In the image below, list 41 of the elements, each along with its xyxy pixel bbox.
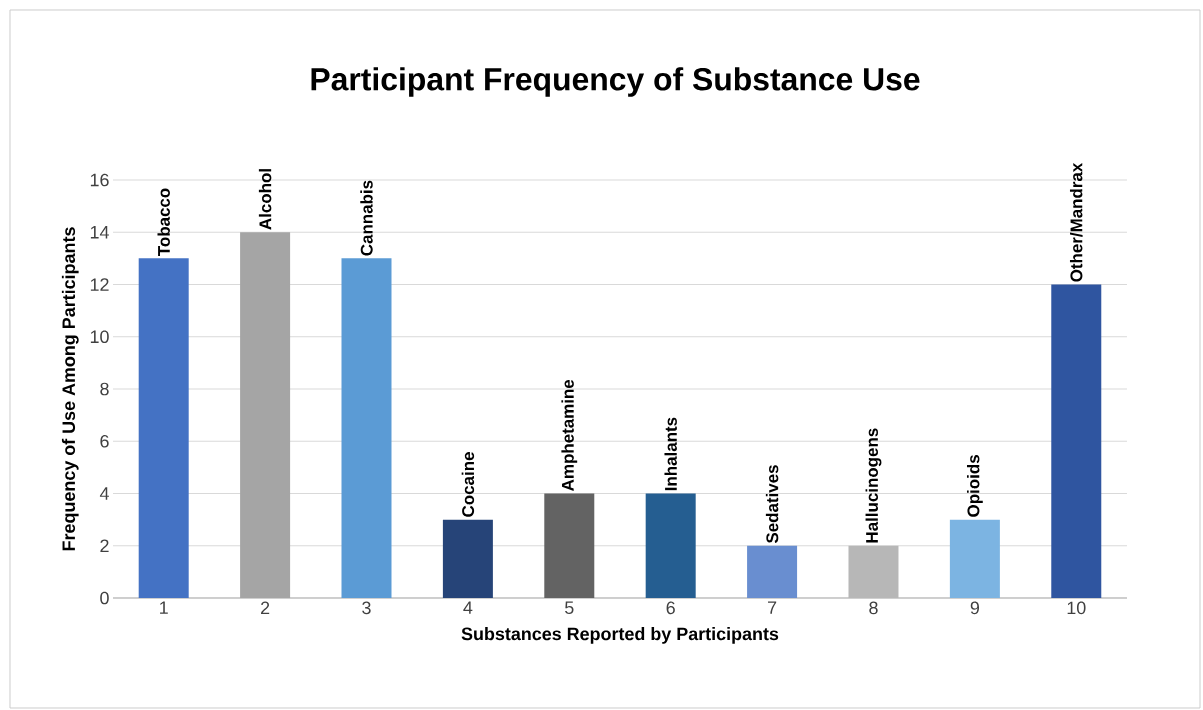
bar xyxy=(949,519,1000,598)
x-tick-label: 7 xyxy=(768,601,777,614)
y-tick-label: 12 xyxy=(90,278,109,291)
bar xyxy=(747,545,798,598)
y-axis-title: Frequency of Use Among Participants xyxy=(61,227,79,551)
x-tick-label: 4 xyxy=(463,601,473,614)
annotation: Alcohol xyxy=(258,169,272,230)
x-axis-title: Substances Reported by Participants xyxy=(461,627,779,644)
y-tick-label: 4 xyxy=(99,487,109,500)
y-tick-label: 2 xyxy=(100,539,109,553)
bar xyxy=(341,258,392,598)
bar xyxy=(645,493,696,598)
x-tick-label: 3 xyxy=(362,601,371,615)
bar xyxy=(240,232,291,598)
x-tick-label: 1 xyxy=(160,601,168,614)
y-tick-label: 6 xyxy=(100,434,109,448)
x-tick-label: 2 xyxy=(261,601,270,615)
y-tick-label: 8 xyxy=(100,382,109,396)
annotation: Tobacco xyxy=(157,188,170,256)
chart-title: Participant Frequency of Substance Use xyxy=(311,67,920,97)
bar xyxy=(544,493,595,598)
annotation: Sedatives xyxy=(765,465,779,544)
x-tick-label: 10 xyxy=(1067,601,1086,615)
x-tick-label: 8 xyxy=(869,601,878,615)
y-tick-label: 0 xyxy=(100,591,109,605)
annotation: Opioids xyxy=(966,455,983,517)
x-tick-label: 9 xyxy=(970,601,980,615)
annotation: Cannabis xyxy=(360,180,373,256)
annotation: Amphetamine xyxy=(561,379,578,491)
y-tick-label: 10 xyxy=(90,330,109,344)
bar xyxy=(138,258,189,598)
annotation: Other/Mandrax xyxy=(1069,162,1083,282)
x-tick-label: 6 xyxy=(666,601,675,615)
annotation: Inhalants xyxy=(664,417,677,491)
annotation: Hallucinogens xyxy=(865,428,882,543)
bar xyxy=(442,519,493,598)
y-tick-label: 16 xyxy=(90,173,109,187)
bar xyxy=(1051,284,1102,598)
y-tick-label: 14 xyxy=(90,226,109,239)
x-tick-label: 5 xyxy=(565,601,574,615)
annotation: Cocaine xyxy=(461,452,475,517)
